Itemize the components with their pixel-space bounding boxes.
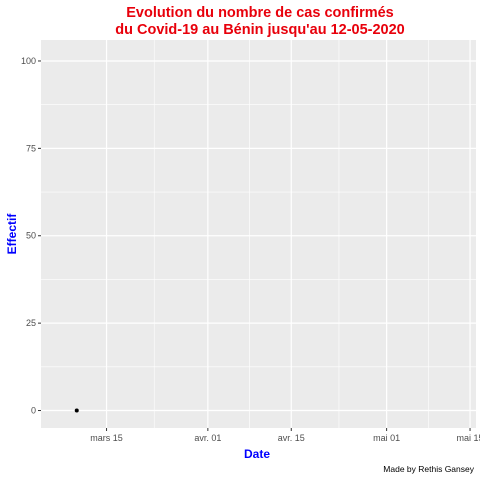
- y-tick-label: 0: [31, 406, 36, 416]
- x-tick-label: avr. 01: [194, 433, 221, 443]
- x-tick-label: avr. 15: [278, 433, 305, 443]
- chart-title-line-1: Evolution du nombre de cas confirmés: [126, 5, 394, 21]
- x-tick-label: mai 15: [457, 433, 480, 443]
- y-tick-label: 25: [26, 318, 36, 328]
- x-tick-label: mars 15: [90, 433, 123, 443]
- y-tick-label: 75: [26, 143, 36, 153]
- y-tick-label: 100: [21, 56, 36, 66]
- data-point: [75, 409, 79, 413]
- data-points: [75, 409, 79, 413]
- chart-title-line-2: du Covid-19 au Bénin jusqu'au 12-05-2020: [115, 22, 405, 38]
- x-axis-title: Date: [244, 447, 270, 461]
- chart-caption: Made by Rethis Gansey: [383, 464, 474, 474]
- y-axis-title: Effectif: [5, 213, 19, 255]
- x-tick-label: mai 01: [373, 433, 400, 443]
- y-tick-label: 50: [26, 231, 36, 241]
